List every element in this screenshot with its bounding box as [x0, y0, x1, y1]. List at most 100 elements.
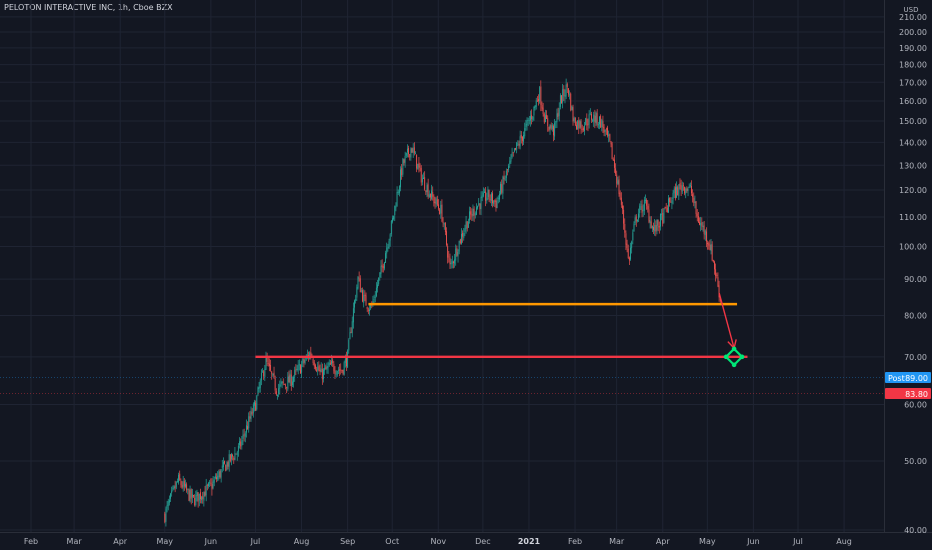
candle-body [199, 492, 201, 500]
target-marker-handle[interactable] [731, 346, 737, 352]
candle-body [718, 285, 720, 298]
candle-body [372, 301, 374, 305]
candle-body [655, 224, 657, 232]
x-tick-label: Aug [836, 537, 852, 546]
candle-body [458, 240, 460, 252]
candle-body [528, 119, 530, 121]
price-axis[interactable]: 40.00 50.00 60.00 70.00 80.00 90.00 100.00 110.… [899, 13, 927, 535]
candle-body [589, 113, 591, 115]
candle-body [295, 368, 297, 370]
candle-body [697, 216, 699, 223]
candle-body [654, 225, 656, 232]
candle-body [463, 233, 465, 239]
candle-body [382, 265, 384, 269]
candle-body [392, 218, 393, 222]
candle-body [352, 308, 354, 323]
candle-body [616, 174, 618, 184]
candle-body [187, 489, 189, 490]
candle-body [260, 372, 262, 381]
down-arrow[interactable] [718, 292, 735, 349]
candle-body [605, 128, 607, 130]
candle-body [362, 290, 364, 302]
candle-body [247, 426, 249, 430]
candle-body [569, 94, 571, 96]
candle-body [364, 294, 366, 296]
candle-body [167, 501, 169, 506]
candle-body [518, 144, 520, 146]
candle-body [707, 242, 709, 245]
candle-body [624, 224, 626, 233]
target-marker-handle[interactable] [739, 354, 745, 360]
candle-body [622, 205, 623, 209]
x-tick-label: Oct [385, 537, 399, 546]
candle-body [551, 125, 553, 130]
candle-body [282, 381, 284, 383]
candle-body [643, 199, 645, 211]
candle-body [393, 215, 395, 220]
x-tick-label: Jun [204, 537, 218, 546]
candle-body [373, 299, 375, 301]
candle-body [659, 213, 661, 227]
target-marker-handle[interactable] [731, 362, 737, 368]
candle-body [515, 147, 516, 150]
candle-body [350, 331, 352, 333]
candle-body [632, 232, 634, 241]
candle-body [547, 118, 549, 127]
target-marker-handle[interactable] [723, 354, 729, 360]
candle-body [214, 476, 216, 479]
candle-body [577, 121, 579, 130]
candle-body [429, 193, 431, 198]
candle-body [185, 483, 186, 487]
candle-body [487, 189, 489, 198]
post-price-tag[interactable]: Post 89.00 [885, 372, 931, 383]
candle-body [379, 272, 381, 278]
candle-body [278, 388, 280, 394]
candle-body [174, 486, 176, 489]
candle-body [500, 183, 502, 195]
candle-body [436, 199, 438, 205]
candle-body [250, 410, 252, 420]
candle-body [316, 369, 318, 371]
candle-body [277, 394, 278, 396]
last-price-tag[interactable]: 83.80 [885, 388, 931, 399]
candle-body [420, 168, 422, 183]
candle-body [188, 489, 190, 501]
candle-body [663, 208, 665, 223]
candle-body [671, 200, 673, 204]
post-tag-value: 89.00 [905, 374, 928, 383]
currency-label[interactable]: USD [903, 6, 919, 14]
candle-body [302, 358, 304, 364]
candle-body [300, 365, 301, 374]
candle-body [395, 206, 397, 208]
candle-body [523, 134, 525, 142]
candle-body [596, 113, 598, 125]
y-tick-label: 60.00 [904, 401, 927, 410]
annotations[interactable] [255, 292, 748, 368]
candle-body [303, 359, 305, 363]
candle-body [245, 425, 247, 433]
candle-body [181, 484, 183, 488]
candle-body [685, 188, 687, 194]
candle-body [536, 100, 538, 102]
candle-body [567, 88, 569, 95]
candle-body [257, 387, 259, 396]
y-tick-label: 90.00 [904, 275, 927, 284]
x-tick-label: Apr [113, 537, 128, 546]
candle-body [387, 247, 389, 249]
candle-body [349, 332, 351, 340]
candle-body [408, 148, 410, 155]
candle-body [467, 221, 469, 228]
candle-body [356, 287, 358, 298]
candle-body [635, 216, 637, 222]
candle-body [586, 118, 588, 126]
candle-body [532, 116, 534, 120]
candle-body [396, 191, 398, 207]
x-tick-label: Apr [656, 537, 671, 546]
candle-body [653, 226, 654, 231]
candle-body [588, 114, 590, 125]
candle-body [564, 95, 566, 98]
time-axis[interactable]: Feb Mar Apr May Jun Jul Aug Sep Oct Nov Dec 2021 Feb… [24, 537, 852, 546]
candle-body [226, 462, 228, 470]
candle-body [342, 370, 344, 374]
